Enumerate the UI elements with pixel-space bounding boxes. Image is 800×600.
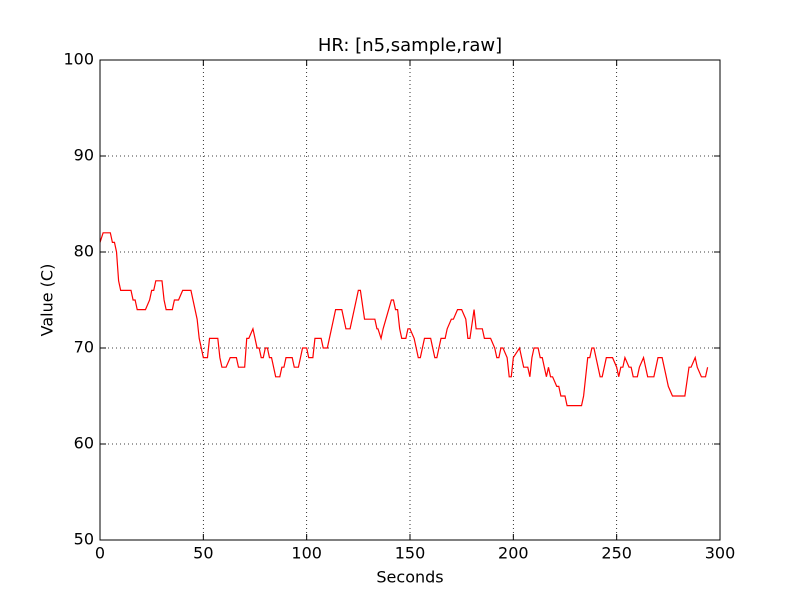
x-tick-label: 100 xyxy=(291,544,322,563)
x-axis-label: Seconds xyxy=(376,568,443,587)
chart-title: HR: [n5,sample,raw] xyxy=(318,35,502,56)
y-tick-label: 80 xyxy=(74,242,94,261)
plot-frame xyxy=(99,59,721,541)
x-tick-label: 0 xyxy=(95,544,105,563)
y-axis-label: Value (C) xyxy=(38,264,57,337)
x-tick-label: 250 xyxy=(601,544,632,563)
x-tick-label: 300 xyxy=(705,544,736,563)
y-tick-label: 70 xyxy=(74,338,94,357)
y-tick-label: 100 xyxy=(63,50,94,69)
data-line xyxy=(99,232,709,407)
x-tick-label: 200 xyxy=(498,544,529,563)
y-tick-label: 60 xyxy=(74,434,94,453)
x-tick-label: 150 xyxy=(395,544,426,563)
y-tick-label: 90 xyxy=(74,146,94,165)
y-tick-label: 50 xyxy=(74,530,94,549)
x-tick-label: 50 xyxy=(193,544,213,563)
